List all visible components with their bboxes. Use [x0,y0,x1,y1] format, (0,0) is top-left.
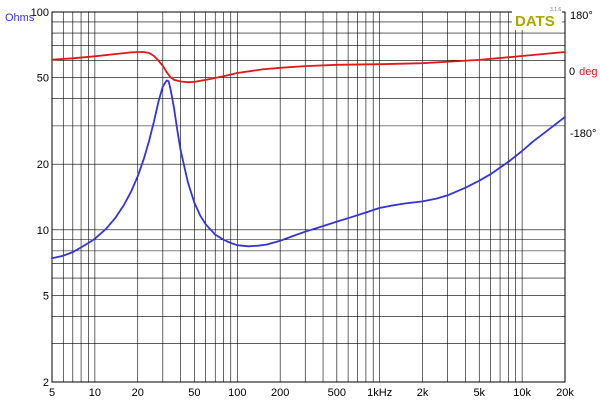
brand-version: 3.1.6 [550,7,561,13]
y-tick-label: 2 [43,377,49,389]
y-tick-label: 100 [31,7,49,19]
y-axis-label: Ohms [5,12,35,24]
y-tick-label: 50 [37,73,49,85]
y2-unit-label: deg [579,66,597,78]
series-layer [51,51,566,260]
x-tick-label: 10 [89,387,101,399]
y2-tick-label: -180° [570,128,596,140]
y-tick-label: 5 [43,290,49,302]
y2-axis-label: 0 deg [569,66,597,78]
x-tick-label: 1kHz [367,387,392,399]
plot-frame [51,11,566,383]
y2-tick-label: 180° [570,10,593,22]
x-tick-label: 20 [132,387,144,399]
x-tick-label: 500 [328,387,346,399]
y2-axis-ticks: 180° -180° [570,10,596,140]
brand-logo: DATS [515,13,555,30]
x-tick-label: 5k [473,387,485,399]
x-tick-label: 2k [417,387,429,399]
brand-box [512,9,562,30]
y2-zero-label: 0 [569,66,575,78]
y-tick-label: 20 [37,159,49,171]
x-tick-label: 10k [513,387,531,399]
impedance-series-line [51,79,566,260]
x-axis-ticks: 5 10 20 50 100 200 500 1kHz 2k 5k 10k 20k [49,387,574,399]
x-tick-label: 50 [188,387,200,399]
grid-lines [51,11,566,383]
x-tick-label: 100 [228,387,246,399]
x-tick-label: 20k [556,387,574,399]
y-axis-ticks: 2 5 10 20 50 100 [31,7,49,389]
phase-series-line [51,51,566,84]
y-tick-label: 10 [37,225,49,237]
x-tick-label: 5 [49,387,55,399]
x-tick-label: 200 [271,387,289,399]
